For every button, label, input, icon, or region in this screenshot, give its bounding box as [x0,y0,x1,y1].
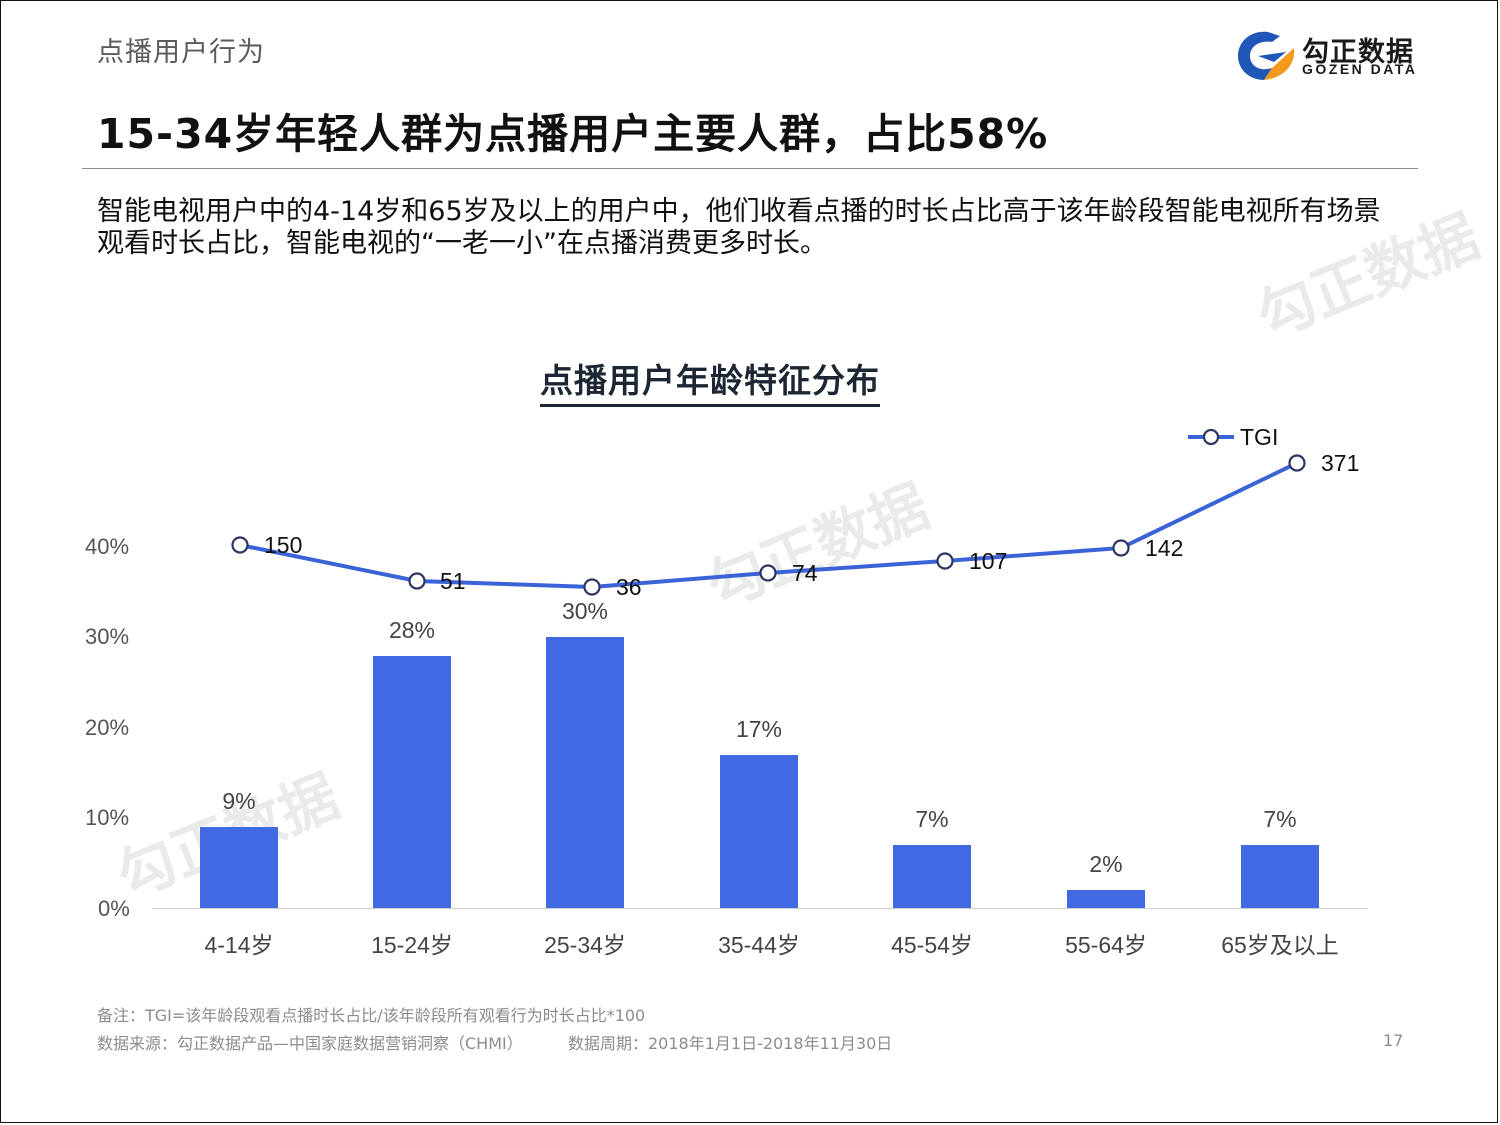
y-tick: 40% [85,534,130,559]
data-source: 数据来源：勾正数据产品—中国家庭数据营销洞察（CHMI） [97,1034,523,1053]
y-tick: 30% [85,624,130,649]
headline: 15-34岁年轻人群为点播用户主要人群，占比58% [97,110,1049,158]
bar-value-label: 7% [1263,806,1297,832]
logo-text-en: GOZEN DATA [1302,61,1418,77]
tgi-value-label: 51 [440,568,466,594]
tgi-value-label: 107 [969,548,1008,574]
summary-text: 智能电视用户中的4-14岁和65岁及以上的用户中，他们收看点播的时长占比高于该年… [97,196,1381,259]
tgi-marker [231,536,249,554]
bar-45-54 [893,845,971,908]
tgi-marker [936,552,954,570]
x-tick: 45-54岁 [891,932,973,958]
bar-65-plus [1241,845,1319,908]
bar-value-label: 9% [222,788,256,814]
bar-15-24 [373,656,451,908]
x-axis-line [152,908,1368,909]
bar-value-label: 30% [561,598,609,624]
chart-title: 点播用户年龄特征分布 [540,354,880,407]
gozen-logo-icon [1238,31,1295,80]
x-tick: 25-34岁 [544,932,626,958]
bar-value-label: 17% [735,716,783,742]
bar-value-label: 2% [1089,851,1123,877]
y-tick: 10% [85,805,130,830]
footnote: 备注：TGI=该年龄段观看点播时长占比/该年龄段所有观看行为时长占比*100 [97,1006,646,1025]
tgi-marker [1112,539,1130,557]
x-tick: 55-64岁 [1065,932,1147,958]
page-number: 17 [1383,1031,1404,1050]
logo-text-cn: 勾正数据 [1302,37,1414,68]
x-tick: 4-14岁 [204,932,274,958]
legend-label: TGI [1240,424,1279,450]
tgi-value-label: 36 [616,574,642,600]
x-tick: 35-44岁 [718,932,800,958]
bar-4-14 [200,827,278,908]
y-tick: 20% [85,715,130,740]
bar-35-44 [720,755,798,908]
tgi-marker [583,578,601,596]
x-tick: 15-24岁 [371,932,453,958]
bar-value-label: 28% [388,617,436,643]
x-tick: 65岁及以上 [1221,932,1339,958]
tgi-marker [408,572,426,590]
tgi-value-label: 74 [792,560,818,586]
y-tick: 0% [98,896,130,921]
tgi-marker [1288,454,1306,472]
company-logo: 勾正数据 GOZEN DATA [1234,28,1434,84]
tgi-marker [759,564,777,582]
section-label: 点播用户行为 [97,37,265,68]
legend-line-marker-icon [1188,428,1234,446]
tgi-value-label: 142 [1145,535,1184,561]
tgi-value-label: 371 [1321,450,1360,476]
bar-25-34 [546,637,624,908]
data-period: 数据周期：2018年1月1日-2018年11月30日 [568,1034,893,1053]
bar-55-64 [1067,890,1145,908]
bar-value-label: 7% [915,806,949,832]
tgi-value-label: 150 [264,532,303,558]
divider [82,168,1418,169]
